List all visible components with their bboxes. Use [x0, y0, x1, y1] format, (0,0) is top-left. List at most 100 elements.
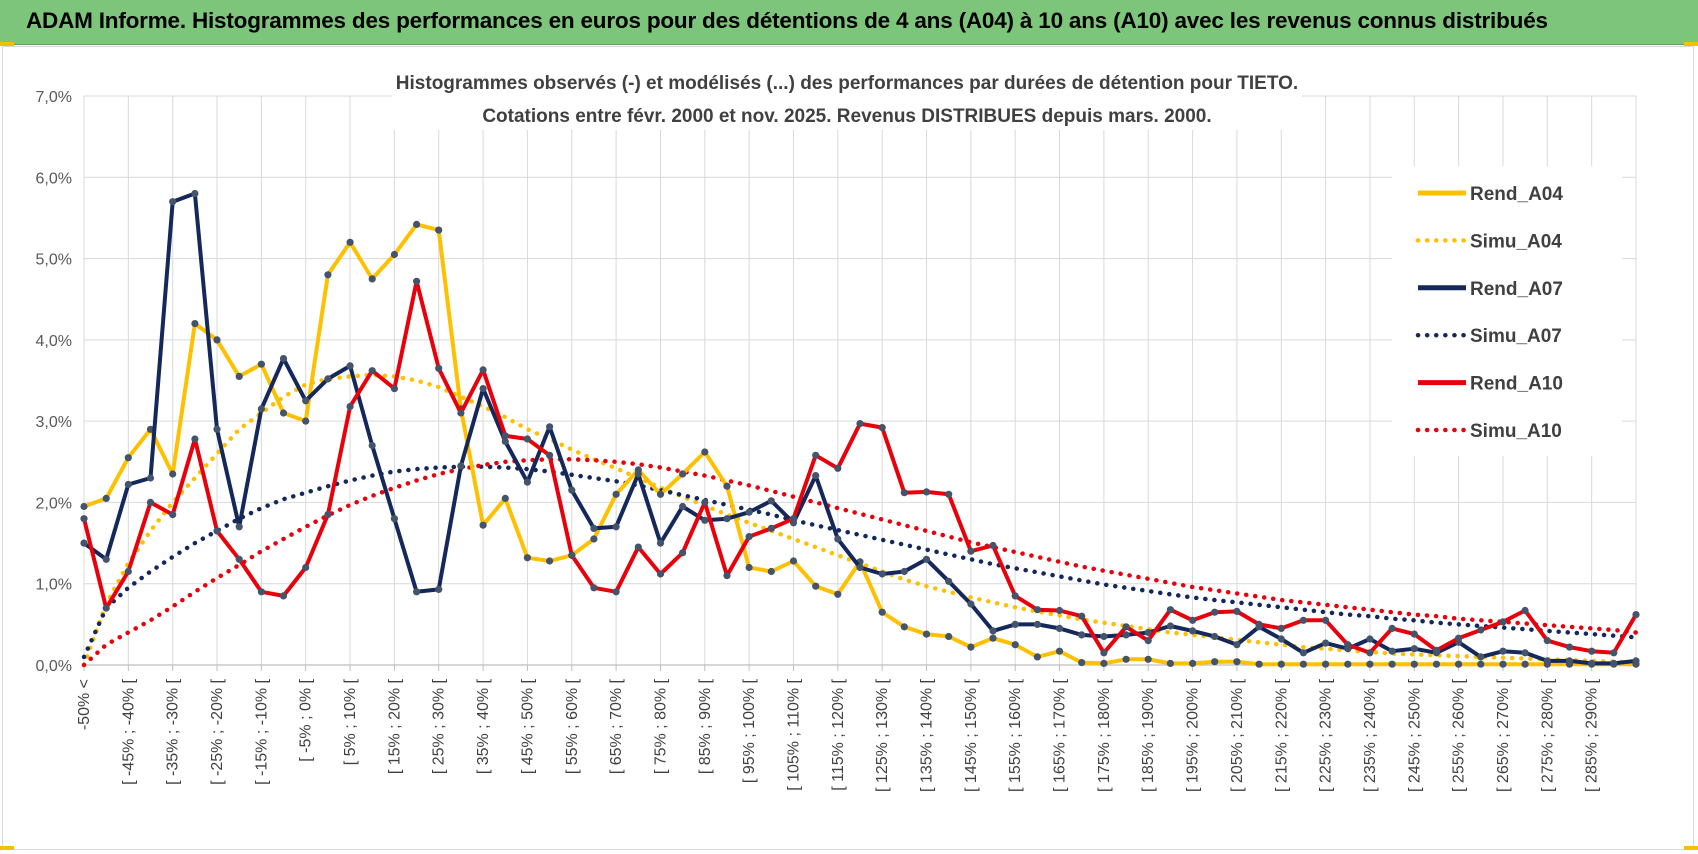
series-rend-a04-point	[679, 470, 687, 478]
series-rend-a04-point	[257, 360, 265, 368]
series-rend-a04-point	[1033, 653, 1041, 661]
series-rend-a10-point	[989, 541, 997, 550]
corner-marker	[0, 846, 14, 850]
series-rend-a04-point	[1432, 660, 1441, 668]
series-rend-a04-point	[501, 494, 509, 502]
x-tick-label: [ 145% ; 150% [	[963, 678, 980, 792]
series-rend-a10-point	[812, 451, 820, 459]
series-rend-a07-point	[146, 474, 155, 482]
series-rend-a10-point	[368, 367, 376, 375]
series-rend-a04-point	[878, 608, 886, 616]
series-rend-a04-point	[1366, 660, 1374, 668]
series-rend-a07-point	[1166, 622, 1174, 630]
series-rend-a10-point	[1100, 649, 1108, 657]
series-rend-a07-point	[546, 423, 554, 431]
series-rend-a10-point	[1277, 624, 1285, 633]
series-rend-a04-point	[1521, 660, 1529, 668]
series-rend-a10-point	[701, 498, 709, 506]
x-tick-label: [ 165% ; 170% [	[1052, 678, 1069, 792]
series-rend-a07-point	[1144, 628, 1152, 637]
series-rend-a04-point	[324, 271, 332, 279]
series-rend-a07-point	[169, 198, 177, 206]
series-rend-a07-point	[1299, 649, 1307, 657]
series-rend-a04-point	[767, 567, 775, 576]
series-rend-a10-point	[1211, 608, 1219, 616]
series-rend-a07-point	[900, 567, 908, 576]
report-header: ADAM Informe. Histogrammes des performan…	[0, 0, 1698, 45]
x-tick-label: [ 255% ; 260% [	[1451, 678, 1468, 792]
legend-simu-a07-label: Simu_A07	[1470, 326, 1562, 347]
series-rend-a07-point	[1322, 639, 1330, 647]
series-rend-a07-point	[1632, 657, 1640, 665]
series-rend-a04-point	[102, 494, 110, 502]
series-rend-a07-point	[213, 425, 221, 433]
series-rend-a07-point	[745, 508, 753, 516]
series-rend-a04-point	[967, 643, 975, 651]
series-rend-a04-point	[1255, 660, 1263, 668]
x-tick-label: [ 175% ; 180% [	[1096, 678, 1113, 792]
x-tick-label: [ -45% ; -40% [	[120, 678, 137, 784]
series-rend-a10-point	[1122, 623, 1130, 631]
series-rend-a07-point	[1521, 649, 1529, 657]
series-rend-a10-point	[1565, 643, 1574, 651]
series-rend-a04-point	[1277, 660, 1285, 668]
series-rend-a10-point	[945, 490, 953, 498]
series-rend-a10-point	[767, 524, 775, 533]
x-tick-label: [ 55% ; 60% [	[564, 678, 581, 774]
series-rend-a10-point	[967, 547, 975, 555]
series-rend-a07-point	[568, 486, 576, 494]
series-rend-a10-point	[1055, 606, 1064, 615]
series-rend-a10-point	[922, 488, 931, 496]
series-rend-a07-point	[679, 502, 687, 511]
legend-rend-a07-label: Rend_A07	[1470, 279, 1563, 300]
series-rend-a10-point	[1410, 630, 1418, 638]
series-rend-a07-point	[346, 362, 354, 370]
x-tick-label: [ 105% ; 110% [	[785, 678, 802, 790]
series-rend-a10-point	[413, 277, 421, 285]
series-rend-a10-point	[523, 435, 532, 443]
series-rend-a04-point	[1122, 655, 1130, 663]
series-rend-a04-point	[1322, 660, 1330, 668]
series-rend-a07-point	[191, 189, 199, 198]
series-rend-a04-point	[723, 482, 731, 490]
series-rend-a07-point	[479, 385, 487, 393]
series-rend-a04-point	[701, 448, 709, 456]
series-rend-a10-point	[1632, 611, 1640, 619]
series-simu-a07-line	[81, 464, 1639, 660]
series-rend-a10-point	[878, 424, 886, 432]
series-rend-a07-point	[1366, 635, 1374, 643]
series-rend-a07-point	[834, 535, 842, 543]
series-rend-a04-point	[1299, 660, 1307, 668]
series-rend-a10-point	[1388, 624, 1396, 633]
series-rend-a10-point	[1033, 606, 1041, 614]
series-rend-a07-point	[1100, 632, 1108, 641]
series-rend-a10-point	[634, 543, 642, 551]
series-rend-a04-point	[1211, 658, 1219, 666]
series-rend-a07-point	[1588, 659, 1596, 668]
series-rend-a10-point	[257, 588, 265, 596]
series-rend-a04-point	[1388, 660, 1396, 668]
report-title: ADAM Informe. Histogrammes des performan…	[26, 8, 1548, 33]
series-rend-a07-point	[257, 405, 265, 413]
series-rend-a07-point	[1078, 631, 1086, 639]
series-rend-a04-point	[945, 632, 953, 641]
x-tick-label: [ 35% ; 40% [	[475, 678, 492, 774]
series-rend-a04-point	[834, 590, 842, 598]
series-rend-a10-point	[856, 420, 864, 428]
series-rend-a04-point	[523, 554, 532, 562]
series-rend-a07-point	[656, 539, 665, 547]
series-rend-a10-point	[900, 489, 908, 497]
x-tick-label: [ 235% ; 240% [	[1362, 678, 1379, 792]
series-rend-a07-point	[102, 555, 110, 563]
series-rend-a10-point	[568, 551, 576, 559]
series-rend-a04-point	[1233, 658, 1241, 666]
series-rend-a04-point	[1055, 647, 1064, 655]
chart-title: Histogrammes observés (-) et modélisés (…	[396, 73, 1298, 94]
series-rend-a07-point	[1211, 632, 1219, 641]
series-rend-a07-point	[1388, 647, 1396, 655]
series-rend-a04-point	[745, 563, 753, 572]
series-rend-a07-point	[1277, 635, 1285, 643]
series-rend-a07-point	[701, 516, 709, 524]
series-rend-a07-point	[523, 478, 532, 486]
series-rend-a07-point	[1565, 657, 1574, 665]
